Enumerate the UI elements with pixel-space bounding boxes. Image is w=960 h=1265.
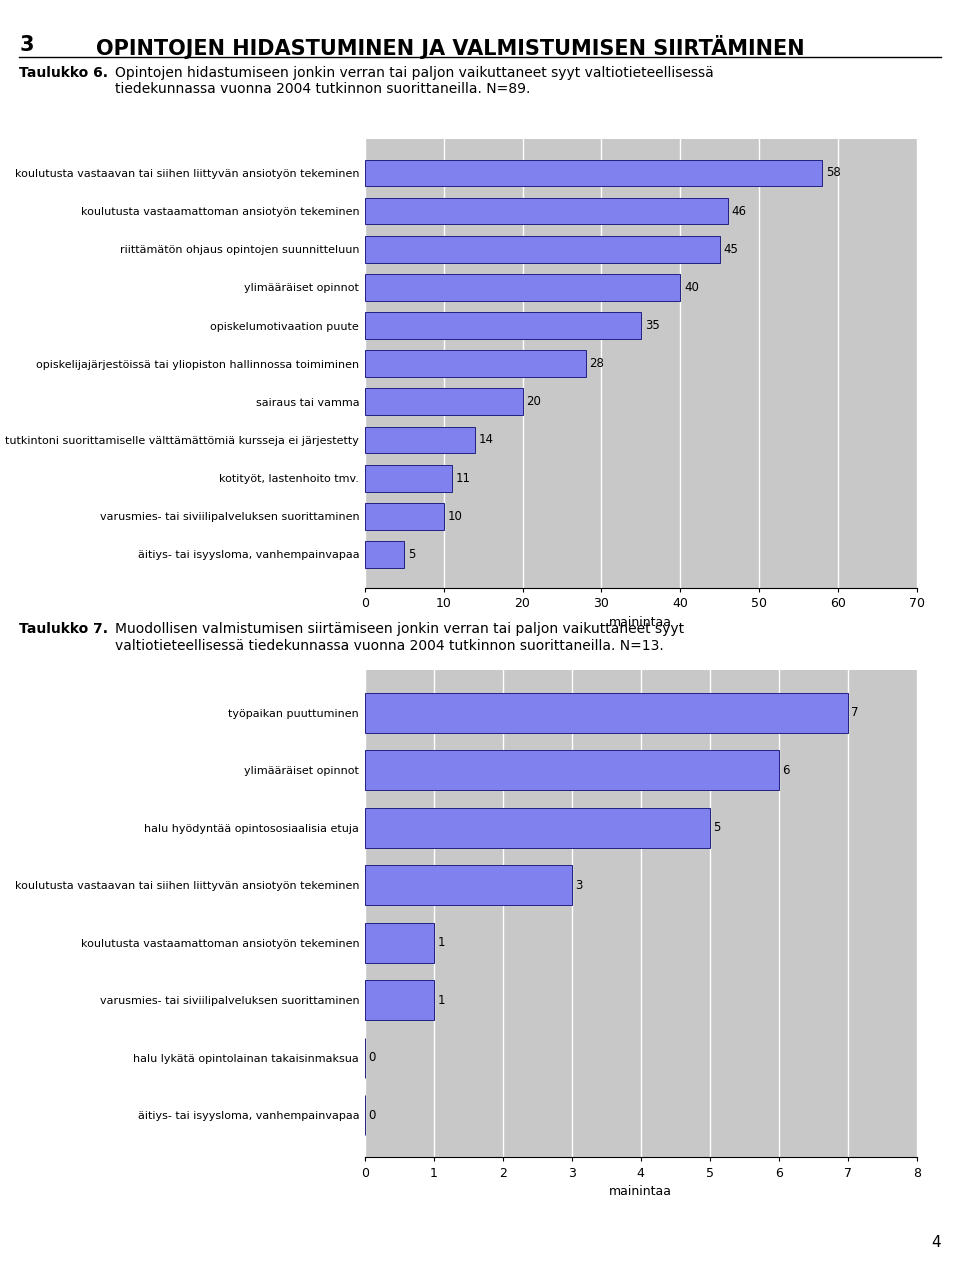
Bar xyxy=(365,464,451,492)
Text: Muodollisen valmistumisen siirtämiseen jonkin verran tai paljon vaikuttaneet syy: Muodollisen valmistumisen siirtämiseen j… xyxy=(115,622,684,653)
Bar xyxy=(365,350,586,377)
Text: 10: 10 xyxy=(447,510,463,522)
Text: 3: 3 xyxy=(19,35,34,56)
Text: 35: 35 xyxy=(645,319,660,331)
Bar xyxy=(365,922,434,963)
Text: 20: 20 xyxy=(526,396,541,409)
Text: 7: 7 xyxy=(852,706,859,720)
Text: 1: 1 xyxy=(437,936,444,949)
Bar xyxy=(365,275,681,301)
X-axis label: mainintaa: mainintaa xyxy=(610,1185,672,1198)
Bar xyxy=(365,865,572,906)
Bar xyxy=(365,980,434,1021)
X-axis label: mainintaa: mainintaa xyxy=(610,616,672,629)
Bar xyxy=(365,159,822,186)
Bar xyxy=(365,807,709,848)
Bar xyxy=(365,693,848,732)
Text: 14: 14 xyxy=(479,434,494,447)
Text: 1: 1 xyxy=(437,994,444,1007)
Text: 11: 11 xyxy=(455,472,470,484)
Bar xyxy=(365,197,728,224)
Text: 45: 45 xyxy=(724,243,738,256)
Text: 46: 46 xyxy=(732,205,747,218)
Text: Taulukko 6.: Taulukko 6. xyxy=(19,66,108,80)
Text: 40: 40 xyxy=(684,281,699,293)
Text: Opintojen hidastumiseen jonkin verran tai paljon vaikuttaneet syyt valtiotieteel: Opintojen hidastumiseen jonkin verran ta… xyxy=(115,66,714,96)
Bar xyxy=(365,388,522,415)
Text: 6: 6 xyxy=(782,764,790,777)
Text: 3: 3 xyxy=(575,879,583,892)
Text: OPINTOJEN HIDASTUMINEN JA VALMISTUMISEN SIIRTÄMINEN: OPINTOJEN HIDASTUMINEN JA VALMISTUMISEN … xyxy=(96,35,804,59)
Text: 5: 5 xyxy=(713,821,721,834)
Text: 0: 0 xyxy=(369,1051,375,1064)
Bar xyxy=(365,235,720,263)
Text: 28: 28 xyxy=(589,357,605,371)
Text: 58: 58 xyxy=(827,167,841,180)
Text: 5: 5 xyxy=(408,548,416,560)
Bar xyxy=(365,426,475,453)
Text: Taulukko 7.: Taulukko 7. xyxy=(19,622,108,636)
Bar xyxy=(365,312,641,339)
Bar xyxy=(365,750,779,791)
Bar xyxy=(365,503,444,530)
Bar xyxy=(365,541,404,568)
Text: 0: 0 xyxy=(369,1108,375,1122)
Text: 4: 4 xyxy=(931,1235,941,1250)
